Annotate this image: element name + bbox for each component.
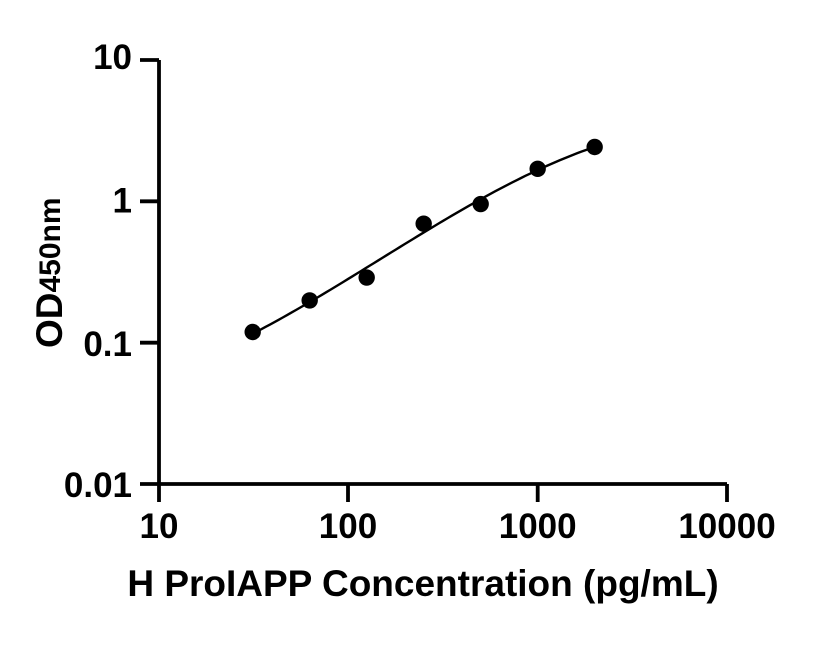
svg-text:H ProIAPP Concentration (pg/mL: H ProIAPP Concentration (pg/mL) [127,563,718,604]
svg-text:0.01: 0.01 [64,466,132,505]
svg-text:1000: 1000 [499,507,577,546]
svg-text:0.1: 0.1 [83,325,132,364]
svg-text:1: 1 [113,182,132,221]
svg-text:10: 10 [140,507,179,546]
svg-text:10000: 10000 [678,507,775,546]
svg-text:10: 10 [93,38,132,77]
svg-text:OD450nm: OD450nm [29,197,70,348]
svg-text:100: 100 [319,507,377,546]
